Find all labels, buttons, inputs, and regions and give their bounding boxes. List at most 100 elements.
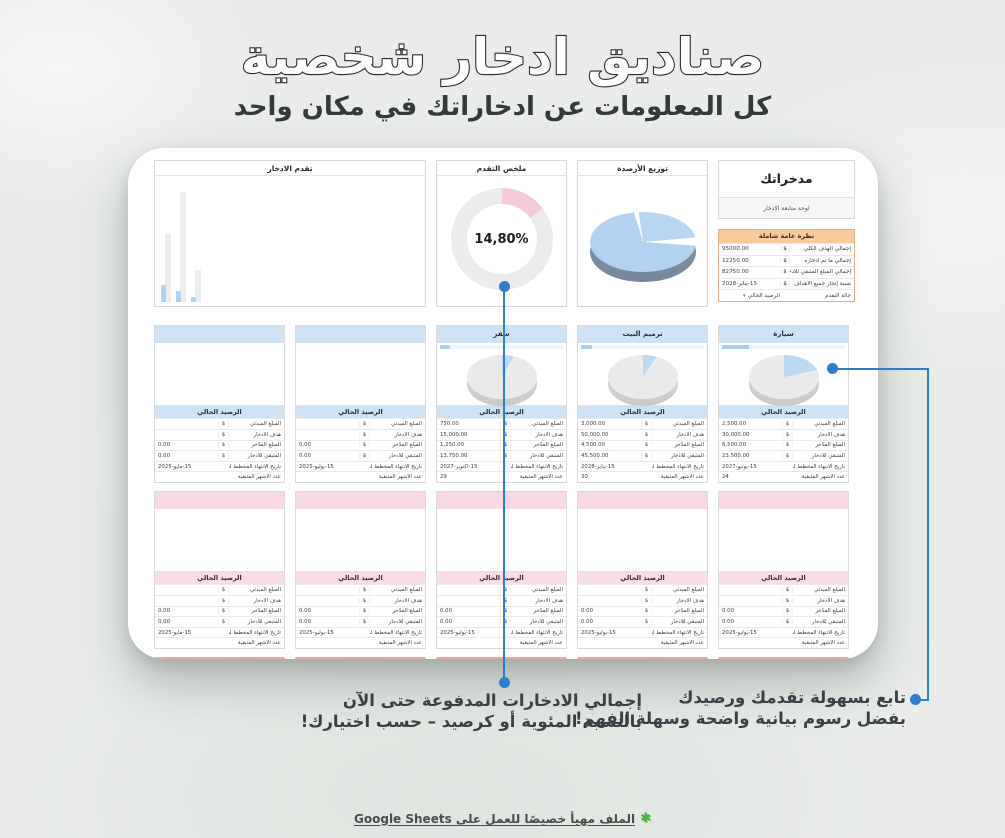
- cell-value: 15-أكتوبر-2027: [440, 463, 478, 470]
- cell-value: 15-يونيو-2027: [722, 463, 757, 470]
- google-sheets-link[interactable]: الملف مهيأ خصيصًا للعمل على Google Sheet…: [354, 811, 636, 826]
- callout-line-donut: [503, 291, 505, 679]
- cell-label: عدد الأشهر المتبقية: [519, 474, 563, 481]
- currency-symbol: $: [641, 421, 652, 428]
- cell-value: 29: [440, 474, 447, 481]
- cell-value: 30: [581, 474, 588, 481]
- summary-subtitle: لوحة متابعة الادخار: [719, 197, 854, 218]
- currency-symbol: $: [500, 587, 511, 594]
- fund-chart-area: [578, 351, 707, 407]
- status-dropdown[interactable]: الرصيد الحالي ▾: [719, 293, 780, 299]
- callout-dot-annotation-left: [499, 677, 510, 688]
- currency-symbol: $: [218, 431, 229, 438]
- cell-value: 15-مايو-2025: [158, 463, 192, 470]
- fund-table-row: 24 عدد الأشهر المتبقية: [719, 471, 848, 482]
- partial-card-strip: [436, 657, 567, 659]
- fund-table-row: عدد الأشهر المتبقية: [719, 637, 848, 648]
- currency-symbol: $: [359, 597, 370, 604]
- overview-label: حالة التقدم: [825, 292, 851, 299]
- currency-symbol: $: [780, 257, 790, 264]
- overview-table: نظرة عامة شاملة 95000.00 $ إجمالي الهدف …: [718, 229, 855, 302]
- fund-table-header: الرصيد الحالي: [719, 571, 848, 585]
- savings-fund-card: الرصيد الحالي $ المبلغ المبدئي $ هدف الا…: [154, 325, 285, 483]
- fund-card-title: [155, 492, 284, 509]
- currency-symbol: $: [359, 431, 370, 438]
- overview-value: 95000.00: [722, 246, 749, 253]
- overview-label: إجمالي الهدف الكلي: [803, 246, 851, 253]
- page-title: صناديق ادخار شخصية: [240, 27, 765, 87]
- status-dropdown-value: الرصيد الحالي: [747, 292, 780, 299]
- cell-value: 0.00: [158, 619, 171, 626]
- fund-table-row: 3,000.00 $ المبلغ المبدئي: [578, 418, 707, 429]
- overview-value: 15-يناير-2028: [722, 281, 758, 288]
- fund-table-header: الرصيد الحالي: [719, 405, 848, 419]
- cell-label: عدد الأشهر المتبقية: [378, 474, 422, 481]
- partial-cards-row: [154, 657, 849, 659]
- cell-value: 6,500.00: [722, 442, 747, 449]
- currency-symbol: $: [500, 431, 511, 438]
- annotation-left-line1: إجمالي الادخارات المدفوعة حتى الآن: [342, 691, 642, 710]
- annotation-left-line2: بالنسبة المئوية أو كرصيد – حسب اختيارك!: [300, 712, 642, 731]
- currency-symbol: $: [782, 619, 793, 626]
- fund-progress-bar: [437, 343, 566, 351]
- currency-symbol: $: [359, 587, 370, 594]
- currency-symbol: $: [359, 608, 370, 615]
- fund-card-title: ترميم البيت: [578, 326, 707, 343]
- cell-label: تاريخ الانتهاء المخطط له: [370, 463, 422, 470]
- annotation-right-line1: تابع بسهولة تقدمك ورصيدك: [678, 688, 906, 707]
- fund-pie-chart: [466, 350, 537, 407]
- cell-label: هدف الادخار: [676, 431, 704, 438]
- fund-chart-area: [296, 351, 425, 405]
- currency-symbol: $: [641, 453, 652, 460]
- overview-row: 82750.00 $ إجمالي المبلغ المتبقي للادخار: [719, 266, 854, 278]
- fund-table-row: عدد الأشهر المتبقية: [155, 637, 284, 648]
- cell-label: المبلغ المبدئي: [673, 587, 704, 594]
- currency-symbol: $: [500, 608, 511, 615]
- donut-chart-title: ملخص التقدم: [437, 161, 566, 176]
- cell-value: 0.00: [158, 453, 171, 460]
- cell-label: هدف الادخار: [253, 431, 281, 438]
- cell-label: تاريخ الانتهاء المخطط له: [511, 629, 563, 636]
- fund-table-row: 0.00 $ المبلغ المدّخر: [578, 605, 707, 617]
- fund-table-row: $ هدف الادخار: [155, 595, 284, 606]
- fund-table-row: عدد الأشهر المتبقية: [578, 637, 707, 648]
- dashboard-card: تقدم الادخار: [128, 148, 878, 659]
- fund-table-row: 15-مايو-2025 تاريخ الانتهاء المخطط له: [155, 626, 284, 638]
- cell-value: 50,000.00: [581, 431, 609, 438]
- cell-value: 45,500.00: [581, 453, 609, 460]
- fund-table-header: الرصيد الحالي: [296, 571, 425, 585]
- fund-card-title: [155, 326, 284, 343]
- cell-value: 15-مايو-2025: [158, 629, 192, 636]
- pie-top: [748, 355, 819, 400]
- cell-value: 0.00: [299, 453, 312, 460]
- fund-chart-area: [155, 351, 284, 405]
- fund-table-header: الرصيد الحالي: [155, 405, 284, 419]
- fund-table-row: 0.00 $ المبلغ المدّخر: [155, 605, 284, 617]
- callout-line-car-vertical: [927, 368, 929, 701]
- overview-header: نظرة عامة شاملة: [719, 230, 854, 243]
- cell-label: المتبقي للادخار: [670, 453, 704, 460]
- cell-value: 30,000.00: [722, 431, 750, 438]
- savings-fund-card: ترميم البيت الرصيد الحالي 3,000.00 $ الم…: [577, 325, 708, 483]
- fund-cards-row-pink: الرصيد الحالي $ المبلغ المبدئي $ هدف الا…: [154, 491, 849, 649]
- cell-label: المبلغ المبدئي: [391, 421, 422, 428]
- currency-symbol: $: [780, 269, 790, 276]
- pie-top: [589, 212, 696, 272]
- fund-table-row: $ هدف الادخار: [578, 595, 707, 606]
- cell-label: هدف الادخار: [817, 431, 845, 438]
- fund-table-row: 30 عدد الأشهر المتبقية: [578, 471, 707, 482]
- cell-value: 24: [722, 474, 729, 481]
- fund-table-header: الرصيد الحالي: [578, 571, 707, 585]
- cell-label: هدف الادخار: [394, 431, 422, 438]
- fund-table-row: 30,000.00 $ هدف الادخار: [719, 429, 848, 440]
- cell-label: المبلغ المدّخر: [674, 442, 704, 449]
- fund-table-row: 0.00 $ المتبقي للادخار: [719, 616, 848, 627]
- fund-table-row: 4,500.00 $ المبلغ المدّخر: [578, 439, 707, 451]
- currency-symbol: $: [641, 608, 652, 615]
- cell-label: المتبقي للادخار: [388, 453, 422, 460]
- fund-table-row: $ هدف الادخار: [437, 595, 566, 606]
- currency-symbol: $: [782, 442, 793, 449]
- fund-table-row: 750.00 $ المبلغ المبدئي: [437, 418, 566, 429]
- savings-fund-card: الرصيد الحالي $ المبلغ المبدئي $ هدف الا…: [577, 491, 708, 649]
- currency-symbol: $: [782, 587, 793, 594]
